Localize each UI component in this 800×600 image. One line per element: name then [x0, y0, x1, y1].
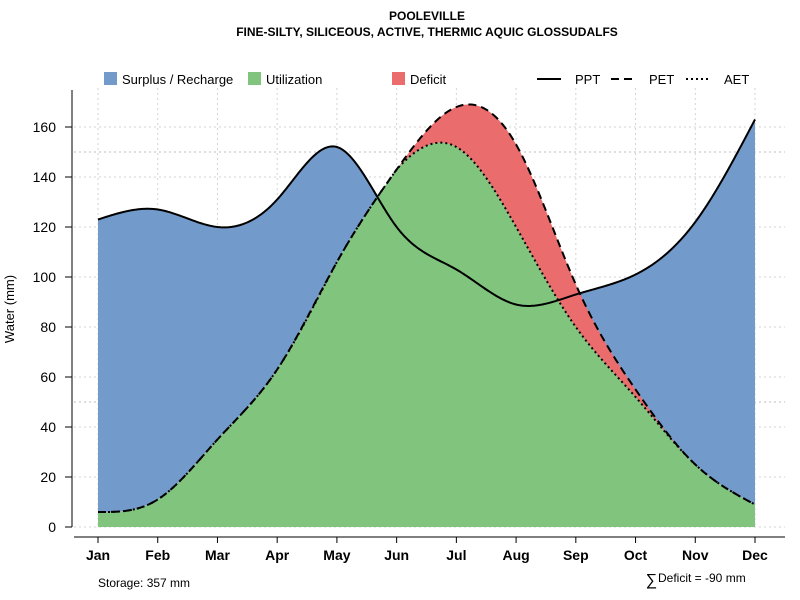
- legend-swatch-surplus-recharge: [104, 72, 117, 85]
- x-tick-label-oct: Oct: [624, 547, 648, 563]
- legend-swatch-deficit: [392, 72, 405, 85]
- legend-label-ppt: PPT: [575, 72, 600, 87]
- y-tick-label-0: 0: [48, 519, 56, 535]
- chart-subtitle: FINE-SILTY, SILICEOUS, ACTIVE, THERMIC A…: [236, 25, 618, 39]
- x-tick-label-jan: Jan: [86, 547, 110, 563]
- line-layer: [97, 103, 756, 514]
- deficit-footer: Deficit = -90 mm: [658, 571, 746, 585]
- y-tick-label-80: 80: [40, 319, 56, 335]
- legend-label-surplus-recharge: Surplus / Recharge: [122, 72, 233, 87]
- y-tick-label-40: 40: [40, 419, 56, 435]
- y-axis-label: Water (mm): [2, 275, 17, 343]
- legend-label-aet: AET: [724, 72, 749, 87]
- x-tick-label-jun: Jun: [384, 547, 409, 563]
- y-tick-label-160: 160: [33, 119, 57, 135]
- x-tick-label-jul: Jul: [446, 547, 466, 563]
- aet-line: [97, 141, 756, 514]
- axes-layer: 0 20 40 60 80 100 120 140 160 Jan Feb Mar Apr May Jun J…: [33, 90, 785, 563]
- utilization-area: [98, 142, 755, 528]
- x-tick-label-sep: Sep: [563, 547, 589, 563]
- legend: Surplus / Recharge Utilization Deficit PPT P…: [104, 72, 749, 87]
- legend-label-deficit: Deficit: [410, 72, 447, 87]
- chart-title: POOLEVILLE: [389, 9, 465, 23]
- y-tick-label-100: 100: [33, 269, 57, 285]
- ppt-line: [97, 119, 756, 307]
- x-tick-label-dec: Dec: [742, 547, 768, 563]
- x-tick-label-nov: Nov: [682, 547, 709, 563]
- y-tick-label-140: 140: [33, 169, 57, 185]
- x-tick-label-may: May: [323, 547, 350, 563]
- deficit-footer-symbol: ∑: [646, 572, 657, 589]
- y-tick-label-20: 20: [40, 469, 56, 485]
- surplus-recharge-area: [98, 119, 755, 513]
- legend-label-utilization: Utilization: [266, 72, 322, 87]
- area-layer: [98, 104, 755, 528]
- x-tick-label-aug: Aug: [502, 547, 529, 563]
- x-tick-label-mar: Mar: [205, 547, 230, 563]
- y-tick-label-60: 60: [40, 369, 56, 385]
- legend-label-pet: PET: [649, 72, 674, 87]
- storage-footer: Storage: 357 mm: [98, 576, 190, 590]
- x-tick-label-apr: Apr: [265, 547, 290, 563]
- legend-swatch-utilization: [248, 72, 261, 85]
- y-tick-label-120: 120: [33, 219, 57, 235]
- x-tick-label-feb: Feb: [145, 547, 170, 563]
